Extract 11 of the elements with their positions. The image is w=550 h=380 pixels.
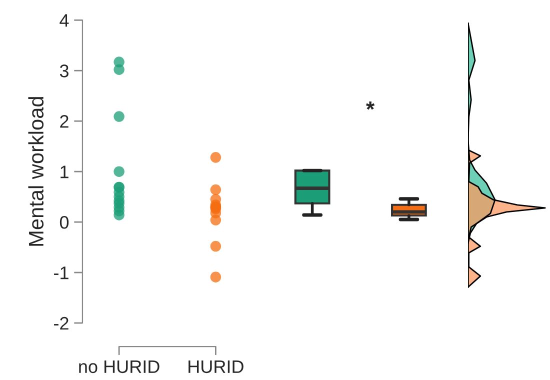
y-axis-title: Mental workload: [28, 97, 44, 246]
y-tick-label: 2: [60, 115, 68, 128]
y-tick-label: -2: [54, 316, 68, 330]
x-tick-label: HURID: [188, 360, 244, 374]
annotation: *: [366, 101, 375, 110]
y-tick-label: 4: [60, 14, 69, 27]
y-tick-label: 3: [60, 64, 68, 78]
x-tick-label: no HURID: [79, 360, 160, 374]
y-tick-label: 0: [60, 216, 69, 229]
y-tick-label: -1: [54, 266, 68, 280]
y-tick-label: 1: [60, 166, 68, 178]
